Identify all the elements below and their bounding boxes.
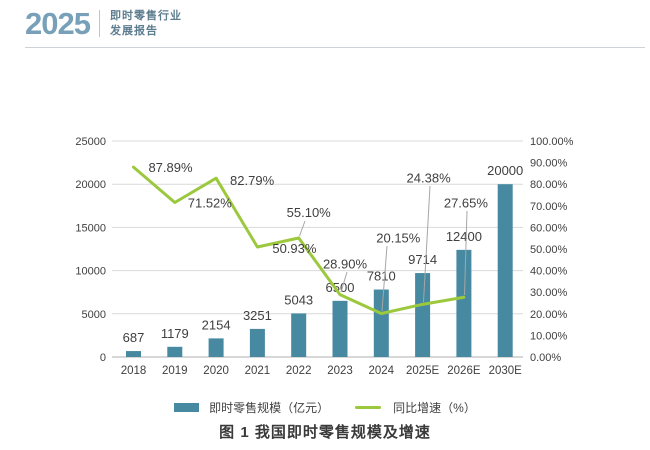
growth-label-2026E: 27.65% [444,195,489,210]
x-axis-label-2018: 2018 [121,365,147,377]
label-leader-line [299,220,306,237]
right-axis-tick: 50.00% [530,244,568,256]
x-axis-label-2022: 2022 [286,365,312,377]
header-divider-line [25,47,645,48]
bar-label-2022: 5043 [284,292,313,307]
x-axis-label-2024: 2024 [369,365,395,377]
bar-label-2019: 1179 [161,326,189,341]
bar-label-2026E: 12400 [446,229,482,244]
left-axis-tick: 15000 [75,222,106,234]
growth-label-2019: 71.52% [188,196,233,211]
growth-label-2018: 87.89% [148,160,193,175]
right-axis-tick: 80.00% [530,179,568,191]
report-title-line2: 发展报告 [109,24,158,37]
right-axis-tick: 40.00% [530,266,568,278]
report-header: 2025 即时零售行业 发展报告 [25,8,182,39]
growth-label-2020: 82.79% [230,173,275,188]
x-axis-label-2021: 2021 [245,365,271,377]
bar-2018 [126,351,141,357]
x-axis-label-2019: 2019 [162,365,188,377]
bar-2021 [249,328,265,357]
bar-label-2018: 687 [123,330,145,345]
x-axis-label-2020: 2020 [203,365,229,377]
left-axis-tick: 10000 [75,266,106,278]
x-axis-label-2025E: 2025E [406,365,440,377]
legend-line-swatch-icon [355,406,382,409]
bar-2025E [415,273,431,357]
label-leader-line [423,185,431,303]
combo-chart: 25000 20000 15000 10000 5000 0 100.00% 90.00% 80… [75,136,574,377]
bar-2024 [373,289,389,357]
left-axis-tick: 25000 [75,136,106,148]
right-axis-tick: 70.00% [530,201,568,213]
right-axis-tick: 20.00% [530,309,568,321]
figure-caption: 图 1 我国即时零售规模及增速 [219,424,431,441]
header-vertical-divider [98,10,100,37]
bar-2030E [497,184,513,357]
bar-2026E [456,249,472,357]
x-axis-label-2030E: 2030E [489,365,523,377]
right-axis-tick: 10.00% [530,330,568,342]
growth-rate-line [132,165,466,315]
right-axis-tick: 0.00% [530,352,561,364]
right-axis-tick: 30.00% [530,287,568,299]
right-axis-tick: 90.00% [530,158,568,170]
label-leader-line [464,210,468,296]
growth-label-2021: 50.93% [272,241,317,256]
bar-2020 [208,338,224,357]
bar-label-2021: 3251 [243,308,272,323]
bar-2022 [291,313,307,357]
bar-label-2020: 2154 [202,317,231,332]
bar-label-2025E: 9714 [408,252,437,267]
legend-line-label: 同比增速（%） [393,401,476,415]
left-axis-tick: 20000 [75,179,106,191]
label-leader-line [381,245,388,312]
left-axis-tick: 0 [100,352,106,364]
logo-year: 2025 [25,6,91,41]
bar-2019 [167,346,183,357]
report-title: 即时零售行业 发展报告 [110,9,182,38]
report-title-line1: 即时零售行业 [109,10,182,23]
legend-bar-label: 即时零售规模（亿元） [209,401,330,415]
bar-label-2030E: 20000 [487,163,523,178]
growth-label-2025E: 24.38% [407,170,452,185]
bar-label-2024: 7810 [367,269,396,284]
x-axis-label-2023: 2023 [327,365,353,377]
growth-label-2022: 55.10% [287,205,332,220]
x-axis-label-2026E: 2026E [447,365,481,377]
bar-2023 [332,300,348,357]
left-axis-tick: 5000 [82,309,106,321]
growth-label-2023: 28.90% [323,257,368,272]
right-axis-tick: 100.00% [530,136,574,148]
legend-bar-swatch-icon [174,403,200,412]
chart-legend: 即时零售规模（亿元） 同比增速（%） [0,399,650,416]
right-axis-tick: 60.00% [530,222,568,234]
label-leader-line [340,271,348,293]
growth-label-2024: 20.15% [376,230,421,245]
